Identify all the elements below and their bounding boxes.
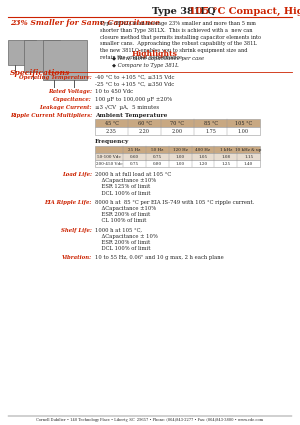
Text: ΔCapacitance ±10%: ΔCapacitance ±10% xyxy=(95,178,156,183)
Text: ◆ New, more capacitance per case: ◆ New, more capacitance per case xyxy=(112,56,204,61)
Text: ESR 200% of limit: ESR 200% of limit xyxy=(95,240,150,245)
Text: 1.75: 1.75 xyxy=(205,128,216,133)
Text: ΔCapacitance ± 10%: ΔCapacitance ± 10% xyxy=(95,234,158,239)
Text: 1.08: 1.08 xyxy=(221,155,230,159)
Text: 25 Hz: 25 Hz xyxy=(128,147,140,151)
Text: 10 kHz & up: 10 kHz & up xyxy=(236,147,262,151)
Text: Vibration:: Vibration: xyxy=(62,255,92,261)
Text: 200-450 Vdc: 200-450 Vdc xyxy=(96,162,122,165)
Text: 70 °C: 70 °C xyxy=(170,121,184,125)
Text: 23% Smaller for Same Capacitance: 23% Smaller for Same Capacitance xyxy=(10,19,160,27)
Text: 105 °C: 105 °C xyxy=(235,121,252,125)
Text: 1.05: 1.05 xyxy=(198,155,208,159)
Text: 120 Hz: 120 Hz xyxy=(172,147,188,151)
Text: 1.00: 1.00 xyxy=(176,155,184,159)
Text: 2.00: 2.00 xyxy=(172,128,183,133)
Bar xyxy=(24,40,60,72)
Bar xyxy=(95,127,260,135)
Text: 45 °C: 45 °C xyxy=(105,121,118,125)
Text: -40 °C to +105 °C, ≤315 Vdc
-25 °C to +105 °C, ≥350 Vdc: -40 °C to +105 °C, ≤315 Vdc -25 °C to +1… xyxy=(95,75,175,87)
Text: 0.60: 0.60 xyxy=(130,155,139,159)
Text: 10 to 450 Vdc: 10 to 450 Vdc xyxy=(95,89,133,94)
Text: 10 to 55 Hz, 0.06" and 10 g max, 2 h each plane: 10 to 55 Hz, 0.06" and 10 g max, 2 h eac… xyxy=(95,255,224,261)
Text: Leakage Current:: Leakage Current: xyxy=(40,105,92,110)
Text: 2.35: 2.35 xyxy=(106,128,117,133)
Text: Operating Temperature:: Operating Temperature: xyxy=(19,75,92,80)
Text: 1.00: 1.00 xyxy=(238,128,249,133)
Bar xyxy=(95,153,260,160)
Text: 2000 h at full load at 105 °C: 2000 h at full load at 105 °C xyxy=(95,172,171,177)
Text: ESR 125% of limit: ESR 125% of limit xyxy=(95,184,150,190)
Text: 1.40: 1.40 xyxy=(244,162,253,165)
Text: 1.20: 1.20 xyxy=(198,162,208,165)
Text: EIA Ripple Life:: EIA Ripple Life: xyxy=(45,200,92,205)
Text: Shelf Life:: Shelf Life: xyxy=(61,228,92,232)
Text: Rated Voltage:: Rated Voltage: xyxy=(48,89,92,94)
Text: ≤3 √CV  µA,  5 minutes: ≤3 √CV µA, 5 minutes xyxy=(95,105,159,110)
Text: 0.80: 0.80 xyxy=(153,162,162,165)
Text: 2.20: 2.20 xyxy=(139,128,150,133)
Text: Type 381LQ is on average 23% smaller and more than 5 mm
shorter than Type 381LX.: Type 381LQ is on average 23% smaller and… xyxy=(100,21,261,60)
Text: 1.00: 1.00 xyxy=(176,162,184,165)
Text: 0.75: 0.75 xyxy=(130,162,139,165)
Text: ◆ Compare to Type 381L: ◆ Compare to Type 381L xyxy=(112,63,178,68)
Bar xyxy=(95,119,260,127)
Text: 1.15: 1.15 xyxy=(244,155,253,159)
Text: 105 °C Compact, High-Ripple Snap-in: 105 °C Compact, High-Ripple Snap-in xyxy=(152,7,300,16)
Text: Frequency: Frequency xyxy=(95,139,129,144)
Text: ΔCapacitance ±10%: ΔCapacitance ±10% xyxy=(95,206,156,211)
Text: 50 Hz: 50 Hz xyxy=(151,147,164,151)
Text: Capacitance:: Capacitance: xyxy=(53,97,92,102)
Text: 1 kHz: 1 kHz xyxy=(220,147,232,151)
Text: Specifications: Specifications xyxy=(10,69,70,77)
Text: DCL 100% of limit: DCL 100% of limit xyxy=(95,246,151,251)
Text: 400 Hz: 400 Hz xyxy=(195,147,210,151)
Text: 1.25: 1.25 xyxy=(221,162,230,165)
Text: 85 °C: 85 °C xyxy=(203,121,218,125)
Bar xyxy=(43,40,87,80)
Text: Highlights: Highlights xyxy=(132,50,178,58)
Text: Load Life:: Load Life: xyxy=(62,172,92,177)
Text: 8000 h at  85 °C per EIA IS-749 with 105 °C ripple current.: 8000 h at 85 °C per EIA IS-749 with 105 … xyxy=(95,200,254,205)
Text: CL 100% of limit: CL 100% of limit xyxy=(95,218,146,224)
Text: ESR 200% of limit: ESR 200% of limit xyxy=(95,212,150,217)
Text: DCL 100% of limit: DCL 100% of limit xyxy=(95,190,151,196)
Text: 1000 h at 105 °C,: 1000 h at 105 °C, xyxy=(95,228,142,232)
Text: 50-100 Vdc: 50-100 Vdc xyxy=(97,155,121,159)
Text: Ripple Current Multipliers:: Ripple Current Multipliers: xyxy=(10,113,92,118)
Bar xyxy=(95,160,260,167)
Text: Ambient Temperature: Ambient Temperature xyxy=(95,113,167,118)
Bar xyxy=(95,146,260,153)
Text: 100 µF to 100,000 µF ±20%: 100 µF to 100,000 µF ±20% xyxy=(95,97,172,102)
Text: 60 °C: 60 °C xyxy=(137,121,152,125)
Text: Cornell Dubilier • 140 Technology Place • Liberty, SC  29657 • Phone: (864)843-2: Cornell Dubilier • 140 Technology Place … xyxy=(36,417,264,422)
Text: 0.75: 0.75 xyxy=(153,155,162,159)
Bar xyxy=(8,40,36,65)
Text: Type 381LQ: Type 381LQ xyxy=(152,7,219,16)
